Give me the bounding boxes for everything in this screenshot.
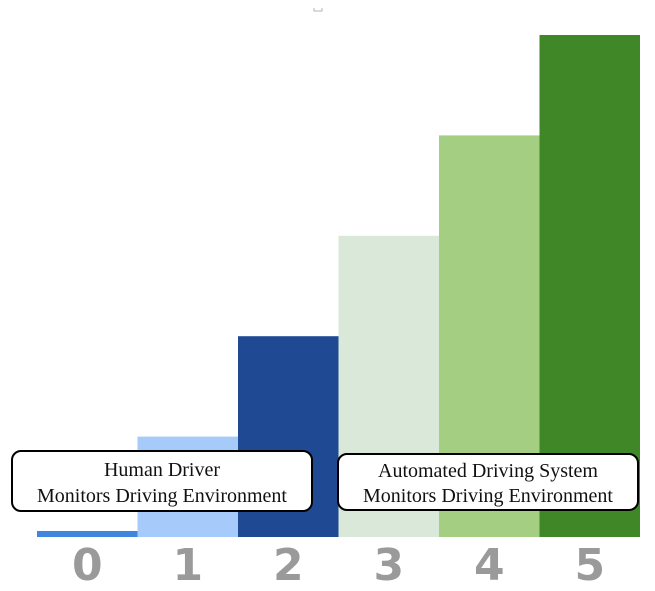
automated-system-callout-line-2: Monitors Driving Environment bbox=[363, 485, 613, 507]
automated-system-callout: Automated Driving System Monitors Drivin… bbox=[337, 453, 639, 511]
x-tick-label-4: 4 bbox=[474, 540, 505, 591]
automated-system-callout-box bbox=[337, 453, 639, 511]
x-tick-label-3: 3 bbox=[373, 540, 404, 591]
human-driver-callout-line-1: Human Driver bbox=[104, 459, 220, 481]
top-tick-mark bbox=[313, 8, 323, 12]
human-driver-callout-line-2: Monitors Driving Environment bbox=[37, 485, 287, 507]
x-tick-label-2: 2 bbox=[273, 540, 304, 591]
human-driver-callout: Human Driver Monitors Driving Environmen… bbox=[11, 450, 313, 512]
x-tick-label-0: 0 bbox=[72, 540, 103, 591]
automated-system-callout-line-1: Automated Driving System bbox=[378, 460, 598, 482]
x-tick-label-5: 5 bbox=[574, 540, 605, 591]
bar-level-0 bbox=[37, 530, 138, 537]
x-tick-label-1: 1 bbox=[172, 540, 203, 591]
human-driver-callout-box bbox=[11, 450, 313, 512]
x-tick-labels: 0 1 2 3 4 5 bbox=[72, 540, 605, 591]
